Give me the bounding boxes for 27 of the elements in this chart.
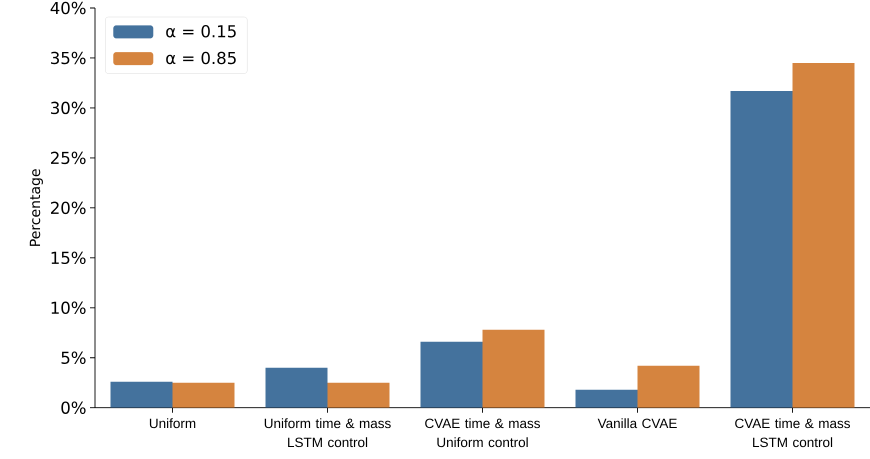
bar [638,366,700,408]
y-tick-label: 5% [62,351,86,364]
y-axis-title: Percentage [30,169,43,246]
legend-label: α = 0.15 [166,24,236,38]
bar [266,368,328,408]
bar [792,62,854,408]
bar [328,382,390,408]
x-tick-label: Uniform [150,418,196,428]
x-tick-label: CVAE time & mass LSTM control [735,418,850,448]
y-tick-label: 20% [51,202,86,214]
bar [110,382,173,408]
legend-label: α = 0.85 [166,52,236,64]
y-tick-label: 40% [50,2,86,14]
y-tick-label: 30% [51,102,86,114]
y-tick-label: 0% [61,401,86,414]
y-tick-label: 15% [52,252,86,264]
y-tick-label: 25% [51,152,86,164]
x-tick-label: CVAE time & mass Uniform control [425,418,540,448]
x-tick-label: Uniform time & mass LSTM control [264,418,391,448]
y-tick-label: 10% [52,302,86,314]
bar [420,342,482,408]
x-tick-label: Vanilla CVAE [598,418,677,428]
bar [730,90,792,408]
bar [172,382,235,408]
bar [576,390,638,408]
bar [482,330,544,408]
y-tick-label: 35% [51,52,86,64]
